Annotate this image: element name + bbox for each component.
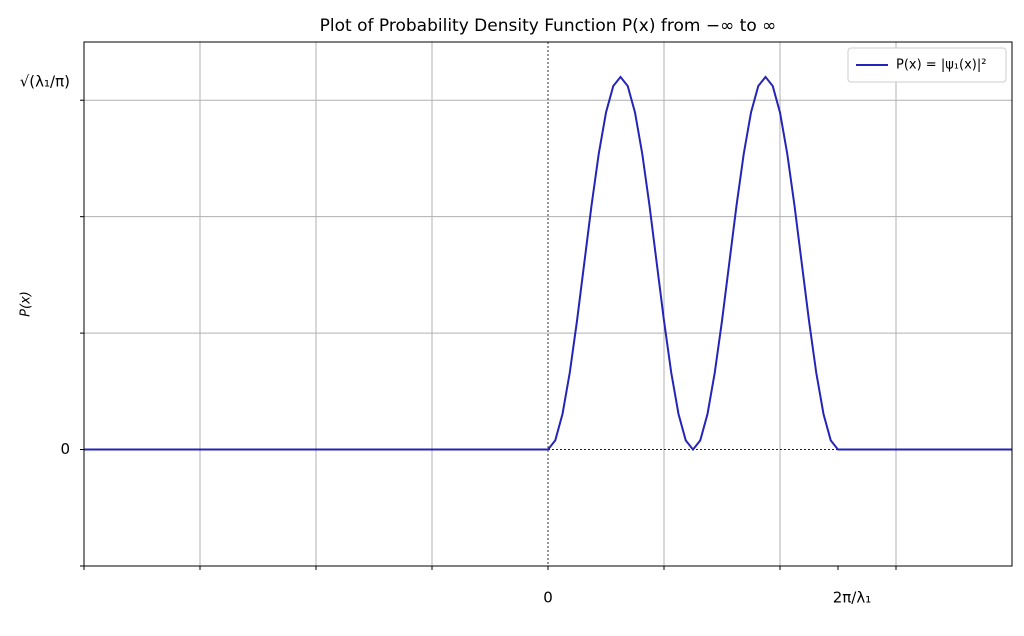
legend-label: P(x) = |ψ₁(x)|²	[896, 58, 986, 73]
y-axis-label: P(x)	[19, 291, 34, 317]
legend: P(x) = |ψ₁(x)|²	[847, 47, 1007, 83]
x-tick-label: 0	[543, 589, 553, 607]
data-line	[84, 75, 1012, 452]
legend-box	[847, 47, 1007, 83]
chart-title: Plot of Probability Density Function P(x…	[320, 16, 777, 36]
y-tick-label: √(λ₁/π)	[20, 73, 70, 91]
x-tick-label: 2π/λ₁	[833, 589, 872, 607]
y-tick-label: 0	[60, 440, 70, 458]
plot-frame	[83, 41, 1013, 567]
